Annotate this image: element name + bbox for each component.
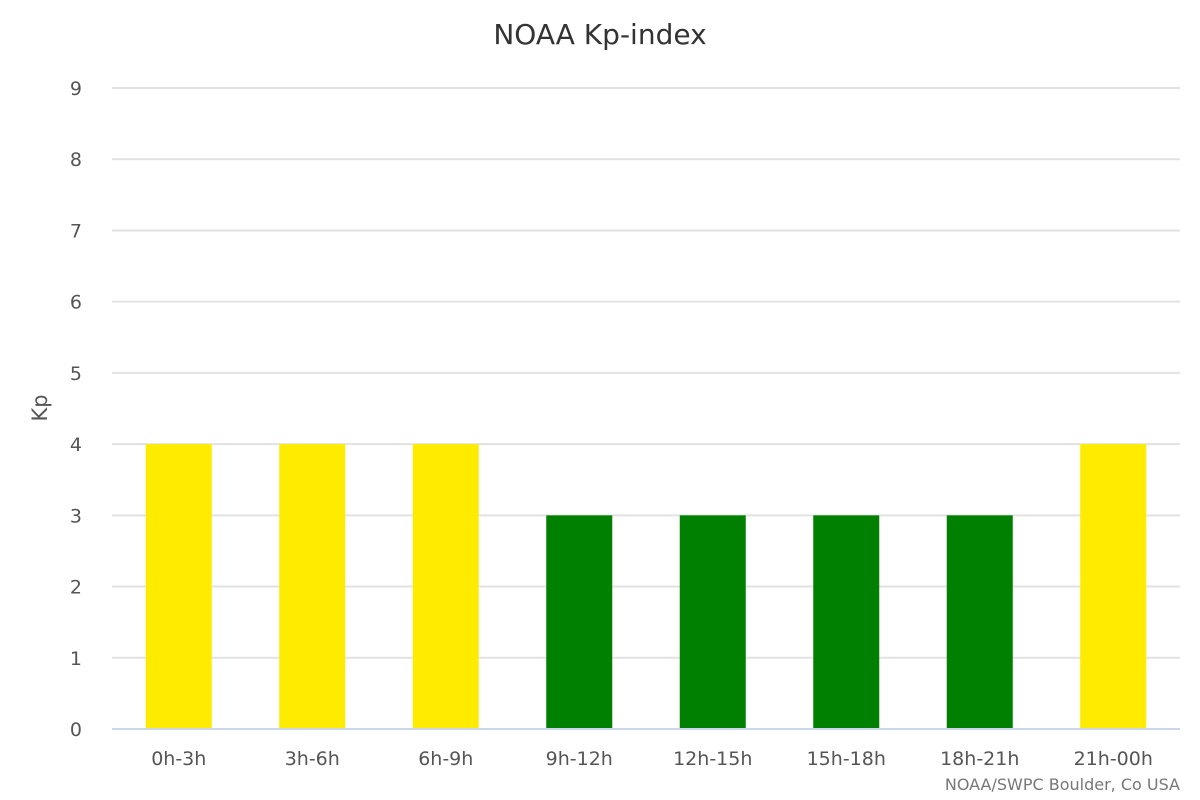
bar-15h-18h xyxy=(813,515,880,729)
y-tick-label: 7 xyxy=(70,220,82,242)
y-tick-label: 4 xyxy=(70,434,82,456)
y-tick-label: 5 xyxy=(70,363,82,385)
bar-6h-9h xyxy=(412,444,479,729)
chart-credit: NOAA/SWPC Boulder, Co USA xyxy=(945,775,1180,794)
bars xyxy=(145,444,1147,729)
bar-21h-00h xyxy=(1080,444,1147,729)
bar-0h-3h xyxy=(145,444,212,729)
gridlines xyxy=(112,87,1180,659)
bar-18h-21h xyxy=(946,515,1013,729)
y-tick-label: 3 xyxy=(70,505,82,527)
y-tick-label: 9 xyxy=(70,78,82,100)
x-tick-label: 21h-00h xyxy=(1074,748,1153,770)
bar-9h-12h xyxy=(546,515,613,729)
y-tick-label: 6 xyxy=(70,292,82,314)
x-axis-ticks: 0h-3h 3h-6h 6h-9h 9h-12h 12h-15h 15h-18h 18h-2… xyxy=(151,748,1153,770)
x-tick-label: 12h-15h xyxy=(673,748,752,770)
chart-title: NOAA Kp-index xyxy=(493,18,706,51)
x-tick-label: 9h-12h xyxy=(546,748,613,770)
y-tick-label: 2 xyxy=(70,577,82,599)
y-tick-label: 1 xyxy=(70,648,82,670)
bar-12h-15h xyxy=(679,515,746,729)
x-tick-label: 15h-18h xyxy=(807,748,886,770)
bar-3h-6h xyxy=(279,444,346,729)
x-tick-label: 3h-6h xyxy=(285,748,340,770)
x-tick-label: 18h-21h xyxy=(940,748,1019,770)
y-axis-ticks: 0 1 2 3 4 5 6 7 8 9 xyxy=(70,78,82,741)
y-tick-label: 0 xyxy=(70,719,82,741)
y-tick-label: 8 xyxy=(70,149,82,171)
y-axis-label: Kp xyxy=(28,394,52,421)
x-tick-label: 6h-9h xyxy=(418,748,473,770)
x-tick-label: 0h-3h xyxy=(151,748,206,770)
